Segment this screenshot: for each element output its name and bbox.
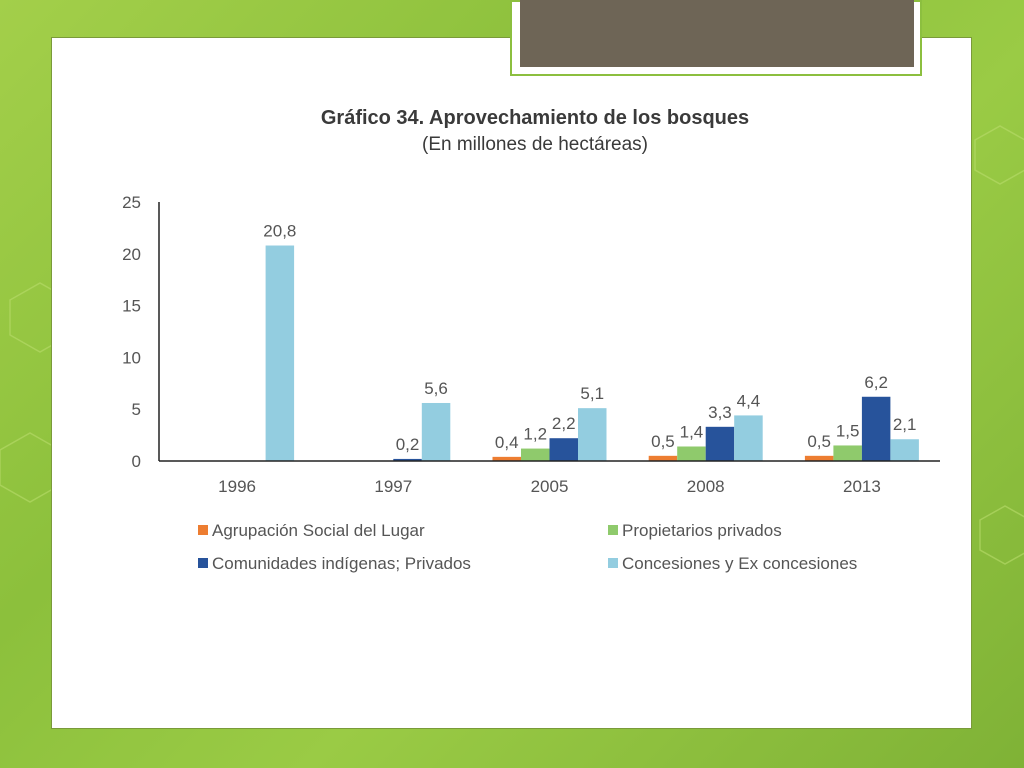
bar bbox=[890, 439, 919, 461]
bar bbox=[492, 456, 521, 461]
y-tick-label: 15 bbox=[122, 297, 141, 316]
y-tick-label: 25 bbox=[122, 193, 141, 212]
legend-label: Propietarios privados bbox=[622, 521, 782, 540]
chart-subtitle: (En millones de hectáreas) bbox=[422, 134, 648, 155]
legend-swatch bbox=[198, 525, 208, 535]
y-tick-label: 20 bbox=[122, 245, 141, 264]
y-axis-ticks: 0 5 10 15 20 25 bbox=[122, 193, 141, 471]
legend: Agrupación Social del Lugar Propietarios … bbox=[198, 521, 857, 573]
data-label: 0,5 bbox=[807, 432, 831, 451]
bar bbox=[705, 426, 735, 461]
bar bbox=[421, 402, 451, 461]
legend-label: Comunidades indígenas; Privados bbox=[212, 554, 471, 573]
bars bbox=[265, 245, 919, 461]
data-label: 5,1 bbox=[580, 384, 604, 403]
chart-title: Gráfico 34. Aprovechamiento de los bosqu… bbox=[321, 107, 749, 129]
title-placeholder bbox=[520, 0, 914, 67]
data-label: 3,3 bbox=[708, 403, 732, 422]
bar bbox=[549, 438, 578, 461]
x-tick-label: 1997 bbox=[374, 477, 412, 496]
data-label: 20,8 bbox=[263, 222, 296, 241]
bar bbox=[265, 245, 295, 461]
x-tick-label: 1996 bbox=[218, 477, 256, 496]
y-tick-label: 5 bbox=[132, 400, 141, 419]
data-label: 2,1 bbox=[893, 415, 917, 434]
bar bbox=[648, 455, 678, 461]
slide-panel bbox=[51, 37, 972, 729]
data-label: 2,2 bbox=[552, 414, 576, 433]
bar bbox=[861, 396, 891, 461]
x-tick-label: 2013 bbox=[843, 477, 881, 496]
data-label: 6,2 bbox=[864, 373, 888, 392]
legend-swatch bbox=[198, 558, 208, 568]
data-label: 1,5 bbox=[836, 421, 860, 440]
legend-swatch bbox=[608, 525, 618, 535]
bar bbox=[393, 458, 422, 461]
x-tick-label: 2008 bbox=[687, 477, 725, 496]
x-tick-label: 2005 bbox=[531, 477, 569, 496]
data-label: 4,4 bbox=[737, 391, 761, 410]
legend-swatch bbox=[608, 558, 618, 568]
bar bbox=[804, 455, 834, 461]
data-label: 1,2 bbox=[523, 425, 547, 444]
y-tick-label: 10 bbox=[122, 348, 141, 367]
data-label: 5,6 bbox=[424, 379, 448, 398]
legend-label: Concesiones y Ex concesiones bbox=[622, 554, 857, 573]
bar bbox=[578, 408, 607, 461]
legend-label: Agrupación Social del Lugar bbox=[212, 521, 425, 540]
bar bbox=[833, 445, 862, 461]
data-label: 0,2 bbox=[396, 435, 420, 454]
data-label: 1,4 bbox=[680, 422, 704, 441]
bar bbox=[677, 446, 706, 461]
bar bbox=[734, 415, 763, 461]
data-label: 0,4 bbox=[495, 433, 519, 452]
y-tick-label: 0 bbox=[132, 452, 141, 471]
x-axis-ticks: 1996 1997 2005 2008 2013 bbox=[218, 477, 881, 496]
data-label: 0,5 bbox=[651, 432, 675, 451]
data-labels: 20,8 0,2 5,6 0,4 1,2 2,25,1 0,5 1,43,3 4,4 0,5 1,5… bbox=[263, 222, 916, 454]
bar bbox=[521, 448, 550, 461]
